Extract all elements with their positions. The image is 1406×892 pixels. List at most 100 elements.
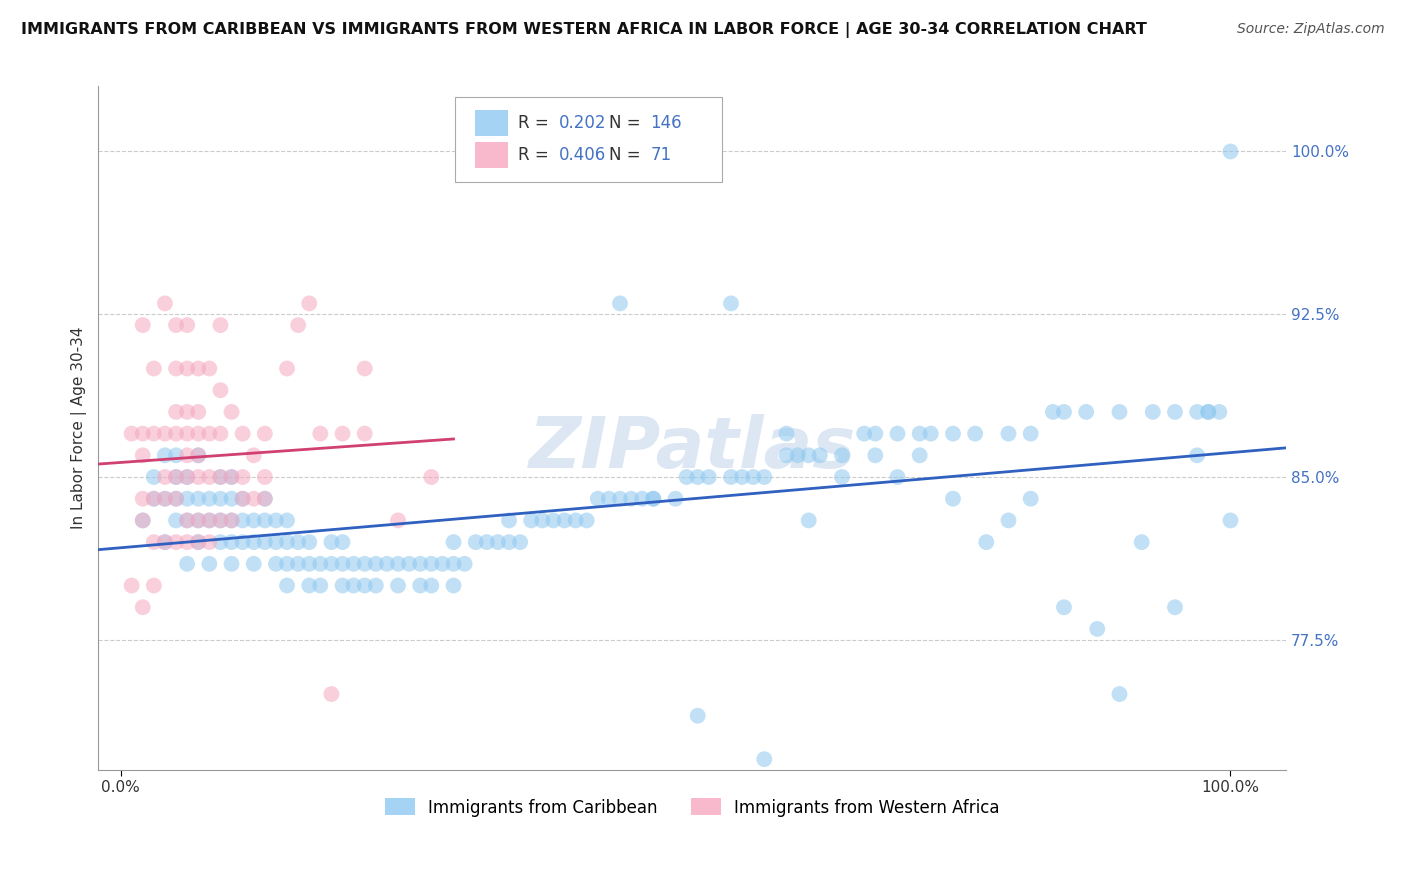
Point bbox=[232, 470, 254, 484]
Point bbox=[276, 578, 298, 592]
Point bbox=[142, 491, 165, 506]
Point bbox=[153, 535, 176, 549]
Point bbox=[353, 426, 375, 441]
Point bbox=[221, 491, 243, 506]
Point bbox=[298, 557, 321, 571]
Point bbox=[142, 361, 165, 376]
Point bbox=[664, 491, 686, 506]
Point bbox=[942, 491, 965, 506]
Text: N =: N = bbox=[609, 113, 645, 132]
Point bbox=[686, 708, 709, 723]
Point bbox=[831, 470, 853, 484]
Point bbox=[221, 513, 243, 527]
Point bbox=[643, 491, 665, 506]
Point bbox=[1208, 405, 1230, 419]
Point bbox=[132, 448, 155, 462]
Point bbox=[176, 448, 198, 462]
Point bbox=[309, 557, 332, 571]
Point bbox=[187, 405, 209, 419]
Point bbox=[187, 513, 209, 527]
Point bbox=[153, 426, 176, 441]
Point bbox=[321, 687, 343, 701]
Text: Source: ZipAtlas.com: Source: ZipAtlas.com bbox=[1237, 22, 1385, 37]
Point bbox=[509, 535, 531, 549]
Point bbox=[253, 426, 276, 441]
Bar bbox=[475, 110, 508, 136]
Point bbox=[276, 535, 298, 549]
Point bbox=[1076, 405, 1098, 419]
Point bbox=[165, 361, 187, 376]
Point bbox=[387, 557, 409, 571]
Point bbox=[232, 426, 254, 441]
Point bbox=[298, 296, 321, 310]
Point bbox=[121, 426, 143, 441]
Point bbox=[742, 470, 765, 484]
Point bbox=[287, 318, 309, 332]
Point bbox=[564, 513, 586, 527]
Point bbox=[242, 535, 264, 549]
Point bbox=[498, 535, 520, 549]
Point bbox=[176, 426, 198, 441]
Point bbox=[142, 491, 165, 506]
Point bbox=[221, 405, 243, 419]
Point bbox=[153, 491, 176, 506]
Point bbox=[1197, 405, 1219, 419]
Point bbox=[232, 513, 254, 527]
Point bbox=[242, 491, 264, 506]
Point bbox=[754, 470, 776, 484]
Point bbox=[1164, 600, 1187, 615]
Point bbox=[298, 578, 321, 592]
Point bbox=[886, 426, 908, 441]
Point bbox=[443, 535, 465, 549]
Point bbox=[1053, 405, 1076, 419]
Point bbox=[475, 535, 498, 549]
Point bbox=[187, 513, 209, 527]
Point bbox=[575, 513, 598, 527]
Point bbox=[198, 426, 221, 441]
Point bbox=[554, 513, 576, 527]
Point bbox=[965, 426, 987, 441]
Point bbox=[253, 470, 276, 484]
Point bbox=[132, 426, 155, 441]
Point bbox=[775, 448, 797, 462]
Point bbox=[209, 491, 232, 506]
Point bbox=[486, 535, 509, 549]
Point bbox=[974, 535, 997, 549]
Point bbox=[1042, 405, 1064, 419]
Y-axis label: In Labor Force | Age 30-34: In Labor Force | Age 30-34 bbox=[72, 327, 87, 530]
Point bbox=[432, 557, 454, 571]
Point bbox=[153, 296, 176, 310]
Point bbox=[209, 318, 232, 332]
Point bbox=[142, 426, 165, 441]
Point bbox=[332, 426, 354, 441]
Point bbox=[420, 557, 443, 571]
Point bbox=[264, 535, 287, 549]
Point bbox=[1019, 491, 1042, 506]
Point bbox=[343, 578, 366, 592]
Point bbox=[808, 448, 831, 462]
Point bbox=[786, 448, 808, 462]
Point bbox=[609, 491, 631, 506]
Point bbox=[209, 513, 232, 527]
Point bbox=[242, 513, 264, 527]
Point bbox=[264, 557, 287, 571]
Point bbox=[364, 557, 387, 571]
Point bbox=[153, 470, 176, 484]
Point bbox=[464, 535, 486, 549]
Point bbox=[631, 491, 654, 506]
Point bbox=[253, 513, 276, 527]
Point bbox=[942, 426, 965, 441]
Point bbox=[309, 578, 332, 592]
Point bbox=[754, 752, 776, 766]
Point bbox=[165, 491, 187, 506]
Point bbox=[176, 513, 198, 527]
Point bbox=[221, 557, 243, 571]
Point bbox=[176, 405, 198, 419]
Point bbox=[364, 578, 387, 592]
Point bbox=[908, 448, 931, 462]
Point bbox=[321, 535, 343, 549]
Point bbox=[276, 557, 298, 571]
Text: R =: R = bbox=[517, 113, 554, 132]
Point bbox=[187, 426, 209, 441]
Point bbox=[409, 578, 432, 592]
